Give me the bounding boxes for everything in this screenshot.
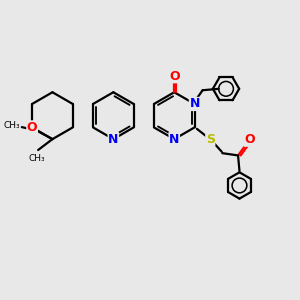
Text: O: O <box>169 70 180 83</box>
Text: CH₃: CH₃ <box>28 154 45 163</box>
Text: O: O <box>244 133 255 146</box>
Text: CH₃: CH₃ <box>4 121 20 130</box>
Text: N: N <box>169 133 179 146</box>
Text: O: O <box>27 121 38 134</box>
Text: N: N <box>108 133 118 146</box>
Text: S: S <box>206 133 215 146</box>
Text: N: N <box>189 98 200 110</box>
